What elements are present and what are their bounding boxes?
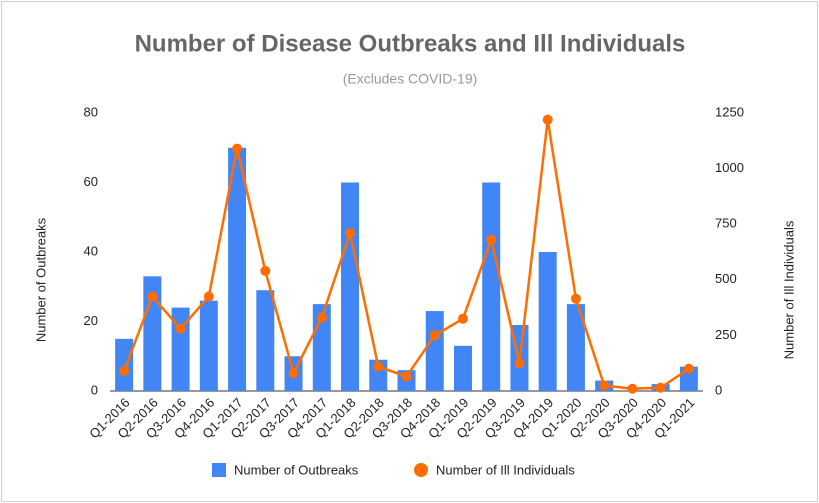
legend-swatch xyxy=(212,463,226,477)
point xyxy=(514,358,525,369)
point xyxy=(599,380,610,391)
y-axis-title: Number of Outbreaks xyxy=(33,217,48,342)
y2-tick-label: 500 xyxy=(715,271,737,286)
point xyxy=(316,312,327,323)
point xyxy=(429,330,440,341)
bar xyxy=(566,304,585,391)
bar xyxy=(538,252,557,391)
point xyxy=(457,313,468,324)
y2-tick-label: 0 xyxy=(715,382,722,397)
point xyxy=(175,323,186,334)
point xyxy=(288,368,299,379)
bar xyxy=(341,182,360,391)
point xyxy=(542,114,553,125)
legend-label: Number of Outbreaks xyxy=(234,462,359,477)
y2-tick-label: 750 xyxy=(715,216,737,231)
y-tick-label: 20 xyxy=(84,313,98,328)
y-tick-label: 0 xyxy=(91,382,98,397)
point xyxy=(486,234,497,245)
legend-swatch xyxy=(414,463,428,477)
bar xyxy=(199,300,218,391)
point xyxy=(401,371,412,382)
point xyxy=(119,365,130,376)
point xyxy=(683,363,694,374)
point xyxy=(147,291,158,302)
bar xyxy=(256,290,275,391)
point xyxy=(627,383,638,394)
point xyxy=(345,228,356,239)
bar xyxy=(425,311,444,391)
y-tick-label: 40 xyxy=(84,243,98,258)
bar xyxy=(482,182,501,391)
point xyxy=(655,382,666,393)
chart-subtitle: (Excludes COVID-19) xyxy=(343,71,478,87)
y2-tick-label: 1000 xyxy=(715,160,744,175)
point xyxy=(232,143,243,154)
bar xyxy=(115,338,134,391)
y2-tick-label: 250 xyxy=(715,327,737,342)
y2-axis-title: Number of Ill Individuals xyxy=(781,220,796,359)
bar xyxy=(228,147,247,391)
legend-label: Number of Ill Individuals xyxy=(436,462,575,477)
point xyxy=(203,291,214,302)
y-tick-label: 80 xyxy=(84,104,98,119)
y-tick-label: 60 xyxy=(84,174,98,189)
y2-tick-label: 1250 xyxy=(715,104,744,119)
bar xyxy=(453,345,472,391)
point xyxy=(570,293,581,304)
point xyxy=(373,361,384,372)
chart-title: Number of Disease Outbreaks and Ill Indi… xyxy=(135,30,686,57)
point xyxy=(260,265,271,276)
